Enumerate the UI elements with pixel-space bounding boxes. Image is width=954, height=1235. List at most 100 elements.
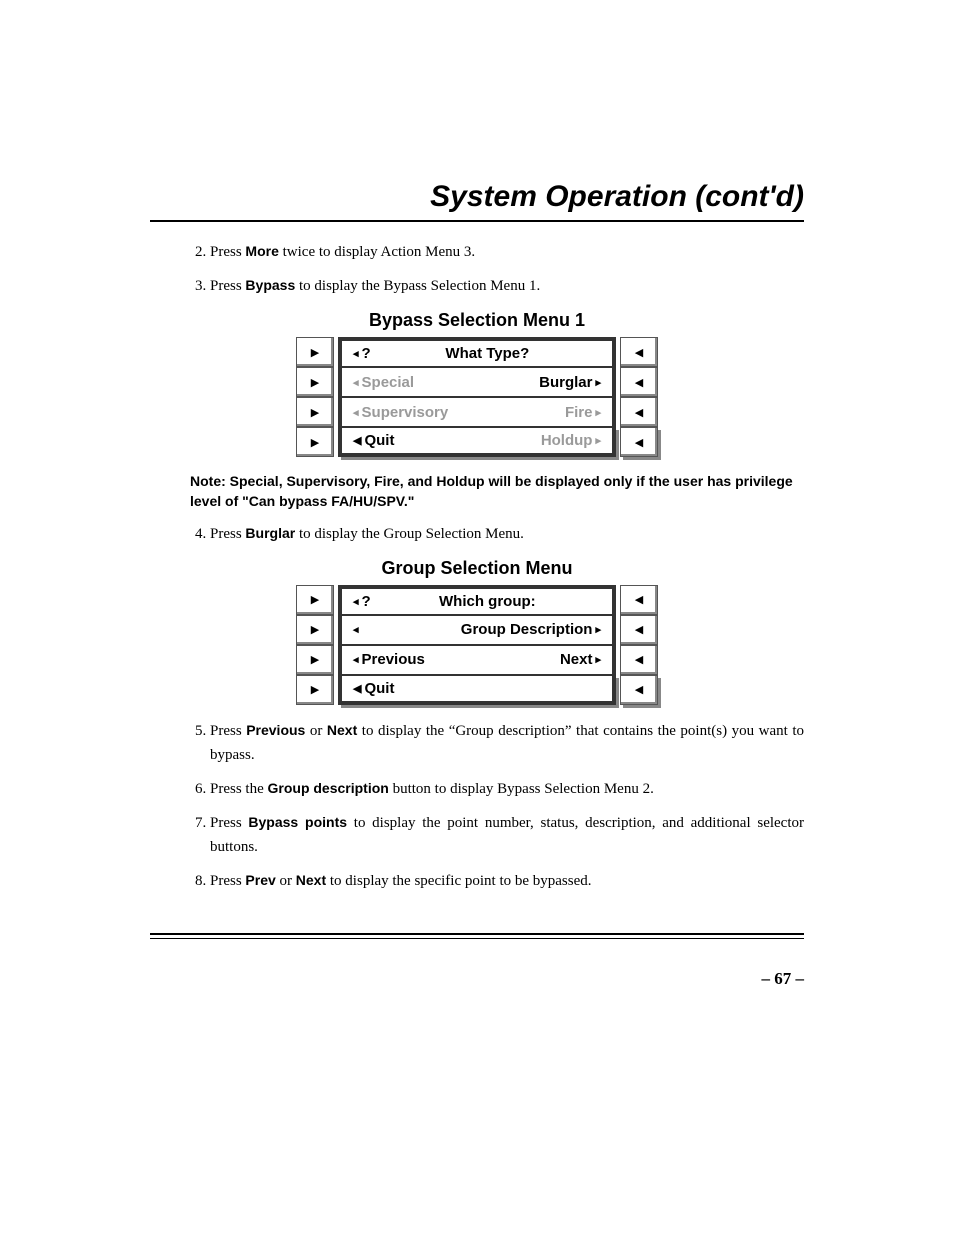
footer-rule-group bbox=[150, 933, 804, 939]
step-pre: Press the bbox=[210, 781, 268, 797]
panel-right-button[interactable]: ◀ bbox=[620, 675, 658, 705]
step-pre: Press bbox=[210, 873, 245, 889]
lcd-cell: ◂Supervisory Fire▸ bbox=[338, 397, 616, 427]
right-arrow-icon: ▸ bbox=[595, 434, 601, 447]
lcd-right-label: Next bbox=[560, 651, 593, 668]
step-3: Press Bypass to display the Bypass Selec… bbox=[210, 274, 804, 298]
panel-left-button[interactable]: ▶ bbox=[296, 585, 334, 615]
step-5: Press Previous or Next to display the “G… bbox=[210, 719, 804, 767]
footer-rule-1 bbox=[150, 933, 804, 935]
step-bold: More bbox=[245, 243, 278, 259]
lcd-right-option[interactable]: What Type? bbox=[371, 345, 604, 362]
left-arrow-icon: ◂ bbox=[353, 653, 359, 666]
lcd-right-option[interactable]: Which group: bbox=[371, 593, 604, 610]
step-post: twice to display Action Menu 3. bbox=[279, 244, 475, 260]
panel-left-button[interactable]: ▶ bbox=[296, 615, 334, 645]
step-post: to display the Bypass Selection Menu 1. bbox=[295, 278, 540, 294]
step-mid: or bbox=[305, 723, 327, 739]
lcd-left-option[interactable]: ◀Quit bbox=[350, 432, 394, 449]
lcd-cell: ◂?Which group: bbox=[338, 585, 616, 615]
lcd-right-label: Burglar bbox=[539, 374, 592, 391]
step-bold2: Next bbox=[296, 872, 326, 888]
panel-right-button[interactable]: ◀ bbox=[620, 427, 658, 457]
lcd-right-option[interactable]: Burglar▸ bbox=[539, 374, 604, 391]
group-menu-panel: ▶◂?Which group:◀▶◂Group Description▸◀▶◂P… bbox=[296, 585, 658, 705]
lcd-right-label: Group Description bbox=[461, 621, 593, 638]
step-bold: Prev bbox=[245, 872, 275, 888]
step-bold2: Next bbox=[327, 722, 357, 738]
panel-right-button[interactable]: ◀ bbox=[620, 615, 658, 645]
panel-right-button[interactable]: ◀ bbox=[620, 337, 658, 367]
lcd-left-label: Special bbox=[362, 374, 415, 391]
lcd-left-option[interactable]: ◂? bbox=[350, 345, 371, 362]
lcd-right-label: What Type? bbox=[445, 345, 529, 362]
left-arrow-icon: ◂ bbox=[353, 376, 359, 389]
step-6: Press the Group description button to di… bbox=[210, 777, 804, 801]
panel-right-button[interactable]: ◀ bbox=[620, 645, 658, 675]
panel-left-button[interactable]: ▶ bbox=[296, 397, 334, 427]
lcd-cell: ◂Special Burglar▸ bbox=[338, 367, 616, 397]
lcd-right-option[interactable]: Next▸ bbox=[560, 651, 604, 668]
menu-row: ▶ ◂Previous Next▸ ◀ bbox=[296, 645, 658, 675]
footer-rule-2 bbox=[150, 938, 804, 939]
left-arrow-icon: ◀ bbox=[353, 434, 361, 447]
panel-left-button[interactable]: ▶ bbox=[296, 645, 334, 675]
panel-right-button[interactable]: ◀ bbox=[620, 397, 658, 427]
menu-row: ▶ ◂Special Burglar▸ ◀ bbox=[296, 367, 658, 397]
lcd-left-option[interactable]: ◂Previous bbox=[350, 651, 425, 668]
panel-left-button[interactable]: ▶ bbox=[296, 675, 334, 705]
left-arrow-icon: ◀ bbox=[353, 682, 361, 695]
step-pre: Press bbox=[210, 815, 248, 831]
step-bold: Burglar bbox=[245, 525, 295, 541]
step-bold: Bypass bbox=[245, 277, 295, 293]
step-bold: Bypass points bbox=[248, 814, 347, 830]
step-8: Press Prev or Next to display the specif… bbox=[210, 869, 804, 893]
bypass-menu-title: Bypass Selection Menu 1 bbox=[150, 310, 804, 331]
step-bold: Group description bbox=[268, 780, 389, 796]
lcd-right-label: Holdup bbox=[541, 432, 593, 449]
lcd-right-option[interactable]: Group Description▸ bbox=[461, 621, 604, 638]
step-pre: Press bbox=[210, 244, 245, 260]
group-menu-title: Group Selection Menu bbox=[150, 558, 804, 579]
step-pre: Press bbox=[210, 278, 245, 294]
bypass-menu-panel: ▶◂?What Type?◀▶◂SpecialBurglar▸◀▶◂Superv… bbox=[296, 337, 658, 457]
step-4: Press Burglar to display the Group Selec… bbox=[210, 522, 804, 546]
steps-list-a: Press More twice to display Action Menu … bbox=[150, 240, 804, 298]
lcd-left-label: Quit bbox=[364, 432, 394, 449]
lcd-left-option[interactable]: ◂Special bbox=[350, 374, 414, 391]
menu-row: ▶◀QuitHoldup▸◀ bbox=[296, 427, 658, 457]
page-number-value: 67 bbox=[774, 969, 791, 988]
right-arrow-icon: ▸ bbox=[595, 406, 601, 419]
step-pre: Press bbox=[210, 723, 246, 739]
lcd-right-option[interactable]: Holdup▸ bbox=[541, 432, 604, 449]
menu-row: ▶◀Quit◀ bbox=[296, 675, 658, 705]
privilege-note: Note: Special, Supervisory, Fire, and Ho… bbox=[190, 471, 804, 512]
lcd-left-option[interactable]: ◀Quit bbox=[350, 680, 394, 697]
lcd-left-label: Quit bbox=[364, 680, 394, 697]
panel-left-button[interactable]: ▶ bbox=[296, 427, 334, 457]
lcd-cell: ◀Quit bbox=[338, 675, 616, 705]
lcd-cell: ◀Quit Holdup▸ bbox=[338, 427, 616, 457]
step-post: to display the specific point to be bypa… bbox=[326, 873, 591, 889]
lcd-left-option[interactable]: ◂? bbox=[350, 593, 371, 610]
right-arrow-icon: ▸ bbox=[595, 623, 601, 636]
left-arrow-icon: ◂ bbox=[353, 347, 359, 360]
lcd-left-label: Previous bbox=[362, 651, 425, 668]
lcd-cell: ◂Previous Next▸ bbox=[338, 645, 616, 675]
panel-left-button[interactable]: ▶ bbox=[296, 337, 334, 367]
panel-right-button[interactable]: ◀ bbox=[620, 585, 658, 615]
lcd-left-option[interactable]: ◂Supervisory bbox=[350, 404, 448, 421]
step-mid: or bbox=[276, 873, 296, 889]
left-arrow-icon: ◂ bbox=[353, 623, 359, 636]
panel-right-button[interactable]: ◀ bbox=[620, 367, 658, 397]
step-post: to display the Group Selection Menu. bbox=[295, 526, 524, 542]
lcd-left-option[interactable]: ◂ bbox=[350, 623, 362, 636]
menu-row: ▶ ◂Supervisory Fire▸ ◀ bbox=[296, 397, 658, 427]
lcd-left-label: Supervisory bbox=[362, 404, 449, 421]
section-title: System Operation (cont'd) bbox=[150, 180, 804, 214]
lcd-left-label: ? bbox=[362, 593, 371, 610]
menu-row: ▶ ◂ Group Description▸ ◀ bbox=[296, 615, 658, 645]
lcd-right-option[interactable]: Fire▸ bbox=[565, 404, 604, 421]
lcd-right-label: Fire bbox=[565, 404, 593, 421]
panel-left-button[interactable]: ▶ bbox=[296, 367, 334, 397]
